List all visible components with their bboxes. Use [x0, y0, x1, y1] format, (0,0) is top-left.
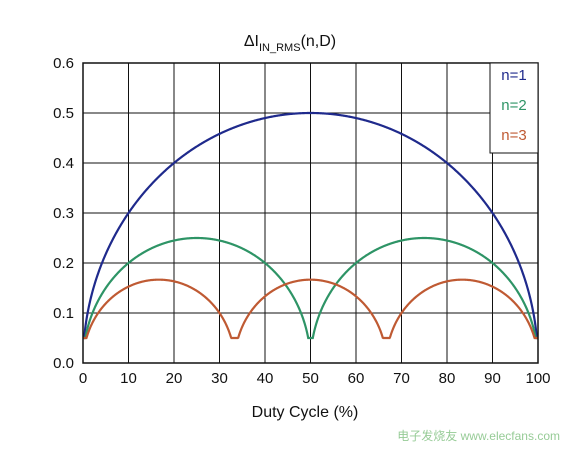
- series-line-n=1: [83, 111, 538, 340]
- plot-frame: [82, 62, 539, 364]
- y-tick-label: 0.0: [53, 355, 74, 372]
- legend-entry-n=2: n=2: [501, 97, 526, 114]
- x-tick-label: 80: [439, 370, 456, 387]
- x-tick-label: 30: [211, 370, 228, 387]
- y-tick-label: 0.3: [53, 205, 74, 222]
- grid: [82, 62, 539, 364]
- x-tick-label: 40: [257, 370, 274, 387]
- title-subscript: IN_RMS: [259, 42, 301, 54]
- x-tick-label: 70: [393, 370, 410, 387]
- watermark: 电子发烧友 www.elecfans.com: [397, 428, 560, 443]
- chart-title: ΔIIN_RMS(n,D): [244, 33, 336, 54]
- x-tick-label: 100: [525, 370, 550, 387]
- y-tick-label: 0.5: [53, 105, 74, 122]
- x-tick-label: 60: [348, 370, 365, 387]
- y-tick-label: 0.6: [53, 55, 74, 72]
- series-lines: [83, 111, 538, 340]
- series-line-n=2: [83, 236, 538, 340]
- x-tick-label: 20: [166, 370, 183, 387]
- legend-entry-n=1: n=1: [501, 67, 526, 84]
- title-main: ΔI: [244, 33, 259, 50]
- legend-box: [489, 62, 539, 154]
- x-tick-label: 0: [79, 370, 87, 387]
- x-axis-label: Duty Cycle (%): [252, 404, 359, 421]
- legend-entry-n=3: n=3: [501, 127, 526, 144]
- legend: n=1 n=2 n=3: [489, 62, 539, 154]
- title-suffix: (n,D): [301, 33, 337, 50]
- y-tick-label: 0.2: [53, 255, 74, 272]
- x-tick-label: 90: [484, 370, 501, 387]
- series-line-n=3: [83, 278, 538, 340]
- y-tick-label: 0.4: [53, 155, 74, 172]
- y-tick-label: 0.1: [53, 305, 74, 322]
- x-tick-label: 10: [120, 370, 137, 387]
- x-tick-labels: 0 10 20 30 40 50 60 70 80 90 100: [79, 370, 551, 387]
- y-tick-labels: 0.0 0.1 0.2 0.3 0.4 0.5 0.6: [53, 55, 74, 372]
- x-tick-label: 50: [302, 370, 319, 387]
